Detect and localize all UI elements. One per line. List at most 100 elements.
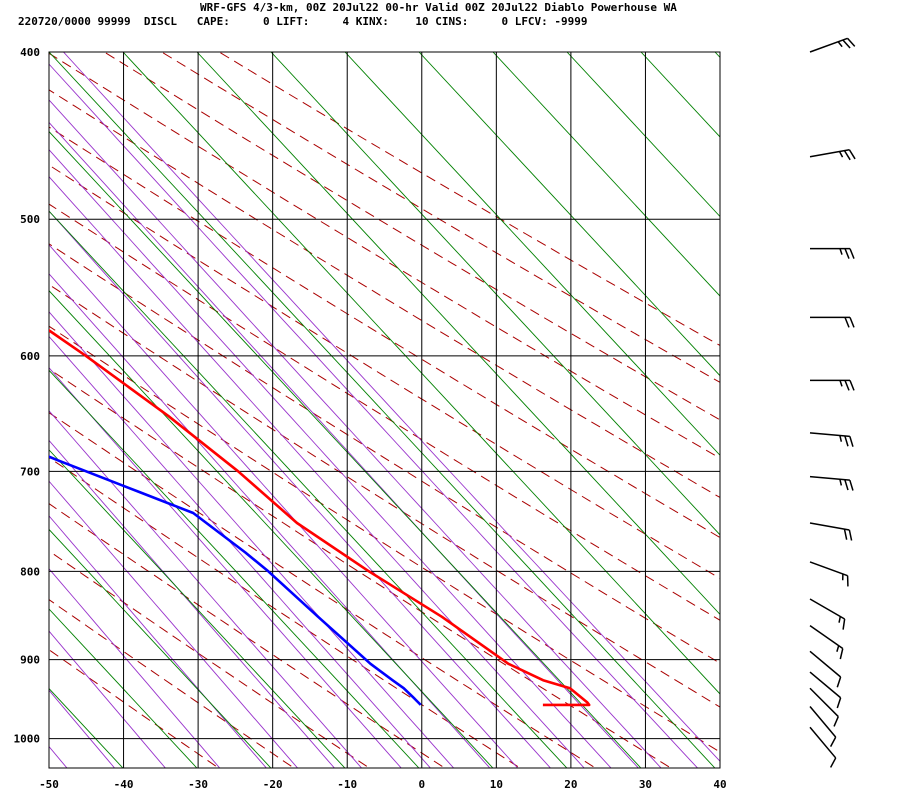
- x-tick-label: 10: [490, 778, 503, 791]
- moist-adiabat: [789, 52, 900, 768]
- wind-barb: [810, 247, 855, 259]
- y-tick-label: 600: [20, 350, 40, 363]
- mixing-ratio-line: [49, 410, 363, 768]
- mixing-ratio-line: [49, 568, 221, 768]
- wind-barb-flag: [829, 736, 837, 747]
- sounding-indices: 220720/0000 99999 DISCL CAPE: 0 LIFT: 4 …: [18, 15, 588, 28]
- wind-barb-halfflag: [839, 435, 843, 442]
- x-tick-label: -40: [114, 778, 134, 791]
- dry-adiabat: [49, 243, 720, 664]
- wind-barb: [810, 316, 855, 328]
- dry-adiabat: [49, 550, 371, 768]
- profiles: [49, 328, 591, 707]
- wind-barb: [809, 475, 854, 491]
- wind-barb-flag: [843, 528, 848, 540]
- mixing-ratio-line: [49, 244, 519, 768]
- mixing-ratio-line: [49, 480, 299, 768]
- wind-barb: [809, 705, 837, 747]
- wind-barb: [809, 37, 856, 53]
- dry-adiabat: [49, 456, 522, 768]
- wind-barb-halfflag: [838, 151, 844, 158]
- wind-barb-flag: [844, 317, 850, 328]
- y-tick-label: 800: [20, 565, 40, 578]
- wind-barb-flag: [839, 648, 844, 660]
- wind-barb-flag: [849, 380, 855, 391]
- wind-barb-staff: [809, 149, 850, 158]
- wind-barb: [810, 379, 855, 391]
- moist-adiabat: [640, 52, 720, 138]
- wind-barb-flag: [849, 317, 855, 328]
- wind-barb: [809, 598, 846, 630]
- wind-barb-flag: [836, 697, 842, 709]
- moist-adiabat: [566, 52, 720, 218]
- wind-barb-flag: [847, 37, 856, 47]
- y-tick-label: 900: [20, 654, 40, 667]
- x-tick-label: -20: [263, 778, 283, 791]
- wind-barb-staff: [809, 598, 846, 620]
- wind-barb-flag: [849, 248, 855, 259]
- y-tick-label: 400: [20, 46, 40, 59]
- wind-barb-halfflag: [839, 380, 843, 387]
- moist-adiabat: [344, 52, 720, 456]
- dry-adiabat: [49, 649, 220, 768]
- mixing-ratio-line: [49, 311, 455, 768]
- wind-barb-halfflag: [839, 248, 843, 255]
- mixing-ratio-line: [49, 689, 116, 768]
- wind-barb-flag: [842, 618, 846, 630]
- moist-adiabat: [49, 608, 198, 768]
- wind-barb-staff: [809, 650, 842, 678]
- dry-adiabat: [49, 325, 720, 753]
- background-lines: [49, 52, 900, 768]
- wind-barb: [809, 671, 842, 709]
- wind-barb-flag: [829, 757, 837, 768]
- moist-adiabat: [49, 130, 642, 768]
- wind-barb-staff: [809, 475, 850, 481]
- x-tick-label: -10: [337, 778, 357, 791]
- x-tick-label: -50: [39, 778, 59, 791]
- wind-barb-halfflag: [836, 645, 840, 652]
- wind-barb-flag: [844, 380, 850, 391]
- wind-barb: [809, 149, 856, 161]
- moist-adiabat: [49, 52, 716, 768]
- mixing-ratio-line: [49, 515, 267, 768]
- mixing-ratio-line: [62, 52, 720, 762]
- wind-barb-flag: [848, 149, 856, 160]
- wind-barb: [809, 687, 839, 727]
- grid: [48, 51, 721, 769]
- wind-barb-flag: [849, 479, 854, 491]
- mixing-ratio-line: [49, 367, 402, 768]
- x-tick-label: 40: [713, 778, 726, 791]
- dry-adiabat: [49, 599, 295, 768]
- wind-barb-flag: [844, 435, 849, 447]
- wind-barb-halfflag: [838, 616, 842, 623]
- y-tick-label: 700: [20, 465, 40, 478]
- dry-adiabat: [49, 368, 672, 768]
- dry-adiabat: [49, 283, 720, 708]
- axis-ticks: -50 -40 -30 -20 -10 0 10 20 30 40 400 500 600 700 800 9…: [14, 46, 727, 791]
- wind-barb-staff: [809, 432, 850, 438]
- moist-adiabat: [49, 369, 420, 768]
- wind-barb: [809, 561, 849, 587]
- mixing-ratio-line: [49, 176, 585, 768]
- moist-adiabat: [270, 52, 720, 536]
- wind-barb: [809, 522, 853, 541]
- mixing-ratio-line: [49, 439, 335, 768]
- wind-barb-staff: [809, 522, 850, 531]
- wind-barb: [809, 726, 837, 768]
- mixing-ratio-line: [49, 335, 432, 768]
- mixing-ratio-line: [49, 630, 166, 768]
- moist-adiabat: [863, 52, 900, 768]
- x-tick-label: -30: [188, 778, 208, 791]
- moist-adiabat: [49, 210, 568, 768]
- moist-adiabat: [196, 52, 720, 616]
- wind-barb-halfflag: [837, 41, 843, 48]
- moist-adiabat: [49, 687, 124, 768]
- x-tick-label: 30: [639, 778, 652, 791]
- moist-adiabat: [49, 528, 272, 768]
- wind-barb-flag: [842, 39, 851, 49]
- wind-barb-flag: [836, 676, 842, 688]
- wind-barb: [809, 432, 854, 447]
- wind-barb: [809, 624, 844, 660]
- wind-barbs: [809, 37, 856, 768]
